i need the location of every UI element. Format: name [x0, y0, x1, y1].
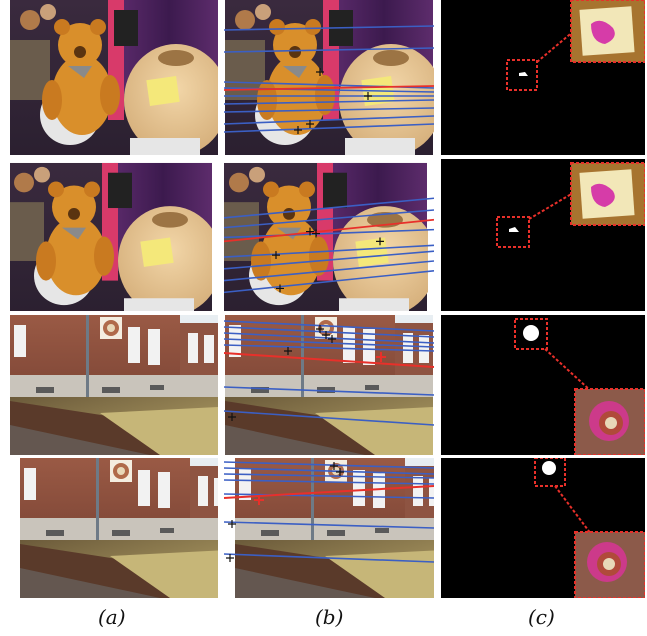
mask-bear-view2: [441, 159, 645, 311]
epipolar-image-building-view1: [224, 315, 434, 455]
separator: [441, 455, 645, 457]
zoom-connector: [536, 29, 576, 63]
zoom-connector: [544, 348, 592, 392]
zoom-inset: [574, 388, 645, 455]
keypoints: [272, 227, 384, 293]
epipolar-line-highlight: [224, 85, 434, 91]
input-image-bear-view2: [10, 159, 218, 311]
separator: [441, 311, 645, 313]
epipolar-image-bear-view2: [224, 159, 434, 311]
mask-highlight-box: [534, 458, 566, 487]
caption-b: (b): [315, 605, 344, 629]
epipolar-lines: [224, 197, 434, 294]
epipolar-image-building-view2: [224, 458, 434, 598]
mask-highlight-box: [506, 59, 538, 91]
mask-highlight-box: [496, 216, 530, 248]
mask-region: [509, 227, 519, 232]
mask-building-view2: [441, 458, 645, 598]
caption-c: (c): [528, 605, 555, 629]
caption-a: (a): [98, 605, 126, 629]
mask-building-view1: [441, 315, 645, 455]
mask-region: [519, 72, 528, 76]
mask-region: [542, 461, 556, 475]
epipolar-image-bear-view1: [224, 0, 434, 155]
input-image-building-view1: [10, 315, 218, 455]
zoom-inset: [574, 531, 645, 598]
zoom-connector: [528, 192, 574, 220]
epipolar-line-highlight: [224, 352, 434, 368]
mask-region: [523, 325, 539, 341]
epipolar-lines: [224, 320, 434, 426]
separator: [441, 155, 645, 157]
zoom-inset: [570, 0, 645, 63]
input-image-building-view2: [10, 458, 218, 598]
keypoints: [228, 325, 336, 421]
mask-bear-view1: [441, 0, 645, 155]
zoom-inset: [570, 162, 645, 226]
keypoint-highlight: [376, 352, 386, 362]
epipolar-lines: [224, 461, 434, 563]
zoom-connector: [554, 485, 592, 535]
keypoints: [294, 68, 372, 134]
epipolar-line-highlight: [224, 218, 434, 243]
keypoint-highlight: [254, 495, 264, 505]
input-image-bear-view1: [10, 0, 218, 155]
mask-highlight-box: [514, 318, 548, 350]
keypoints: [226, 462, 344, 562]
